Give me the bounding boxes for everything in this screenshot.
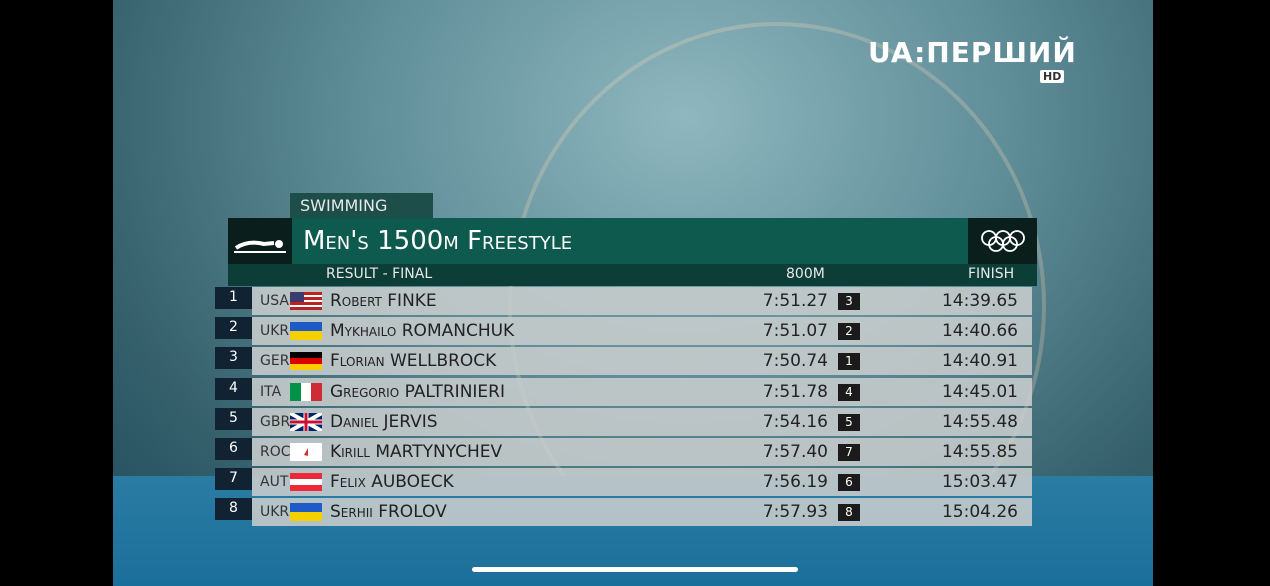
- split-rank: 8: [838, 504, 860, 522]
- split-time: 7:56.19: [762, 472, 828, 493]
- athlete-name: Kirill MARTYNYCHEV: [330, 442, 503, 462]
- hd-badge: HD: [1040, 70, 1065, 83]
- row-bg: [252, 438, 1032, 466]
- title-bar: [228, 218, 1037, 264]
- split-rank: 4: [838, 383, 860, 401]
- athlete-name: Serhii FROLOV: [330, 502, 447, 523]
- split-rank: 3: [838, 293, 860, 310]
- split-time: 7:50.74: [762, 351, 828, 372]
- rank: 2: [215, 317, 252, 340]
- row-bg: [252, 407, 1032, 436]
- split-rank: 1: [838, 353, 860, 371]
- flag: [290, 322, 322, 341]
- rank: 6: [215, 438, 252, 460]
- row-bg: [252, 468, 1032, 497]
- rank: 8: [215, 498, 252, 521]
- sub-bar: [228, 264, 1037, 286]
- athlete-name: Florian WELLBROCK: [330, 351, 497, 372]
- flag: [290, 473, 322, 492]
- rank: 4: [215, 377, 252, 400]
- rank: 3: [215, 347, 252, 370]
- row-bg: [252, 377, 1032, 406]
- noc: USA: [260, 293, 289, 309]
- row-bg: [252, 347, 1032, 376]
- flag: [290, 382, 322, 401]
- event-title: Men's 1500m Freestyle: [303, 226, 573, 256]
- flag: [290, 443, 322, 461]
- athlete-name: Gregorio PALTRINIERI: [330, 381, 505, 402]
- flag: [290, 503, 322, 522]
- flag: [290, 292, 322, 310]
- row-bg: [252, 317, 1032, 346]
- split-time: 7:51.27: [762, 291, 828, 311]
- finish-time: 14:55.48: [941, 411, 1018, 432]
- finish-time: 14:55.85: [941, 442, 1018, 462]
- split-time: 7:54.16: [762, 411, 828, 432]
- finish-header: FINISH: [968, 266, 1015, 282]
- finish-time: 15:03.47: [941, 472, 1018, 493]
- noc: UKR: [260, 504, 290, 521]
- noc: GBR: [260, 413, 291, 430]
- rank: 1: [215, 287, 252, 309]
- row-bg: [252, 287, 1032, 315]
- swim-icon: [228, 218, 292, 264]
- rings: [981, 230, 1025, 252]
- split-time: 7:51.07: [762, 321, 828, 342]
- split-rank: 5: [838, 413, 860, 431]
- swimmer: [234, 240, 286, 253]
- athlete-name: Daniel JERVIS: [330, 411, 438, 432]
- rank: 5: [215, 407, 252, 430]
- finish-time: 14:40.66: [941, 321, 1018, 342]
- split-time: 7:51.78: [762, 381, 828, 402]
- finish-time: 14:39.65: [941, 291, 1018, 311]
- noc: AUT: [260, 474, 289, 491]
- channel-logo: UA:ПЕРШИЙ: [868, 36, 1077, 69]
- finish-time: 14:45.01: [941, 381, 1018, 402]
- flag: [289, 411, 323, 433]
- split-time: 7:57.40: [762, 442, 828, 462]
- home-indicator: [472, 567, 798, 572]
- split-time: 7:57.93: [762, 502, 828, 523]
- split-rank: 2: [838, 323, 860, 341]
- olympic-rings: [968, 218, 1037, 264]
- split-header: 800M: [786, 266, 825, 282]
- athlete-name: Mykhailo ROMANCHUK: [330, 321, 515, 342]
- sport-tab: SWIMMING: [290, 193, 433, 218]
- split-rank: 7: [838, 444, 860, 461]
- split-rank: 6: [838, 474, 860, 492]
- row-bg: [252, 498, 1032, 527]
- finish-time: 14:40.91: [941, 351, 1018, 372]
- flag: [290, 352, 322, 371]
- rank: 7: [215, 468, 252, 491]
- noc: GER: [260, 353, 290, 370]
- athlete-name: Felix AUBOECK: [330, 472, 454, 493]
- athlete-name: Robert FINKE: [330, 291, 437, 311]
- noc: ITA: [260, 383, 282, 400]
- subtitle: RESULT - FINAL: [326, 266, 433, 282]
- noc: UKR: [260, 323, 290, 340]
- finish-time: 15:04.26: [941, 502, 1018, 523]
- noc: ROC: [260, 444, 291, 460]
